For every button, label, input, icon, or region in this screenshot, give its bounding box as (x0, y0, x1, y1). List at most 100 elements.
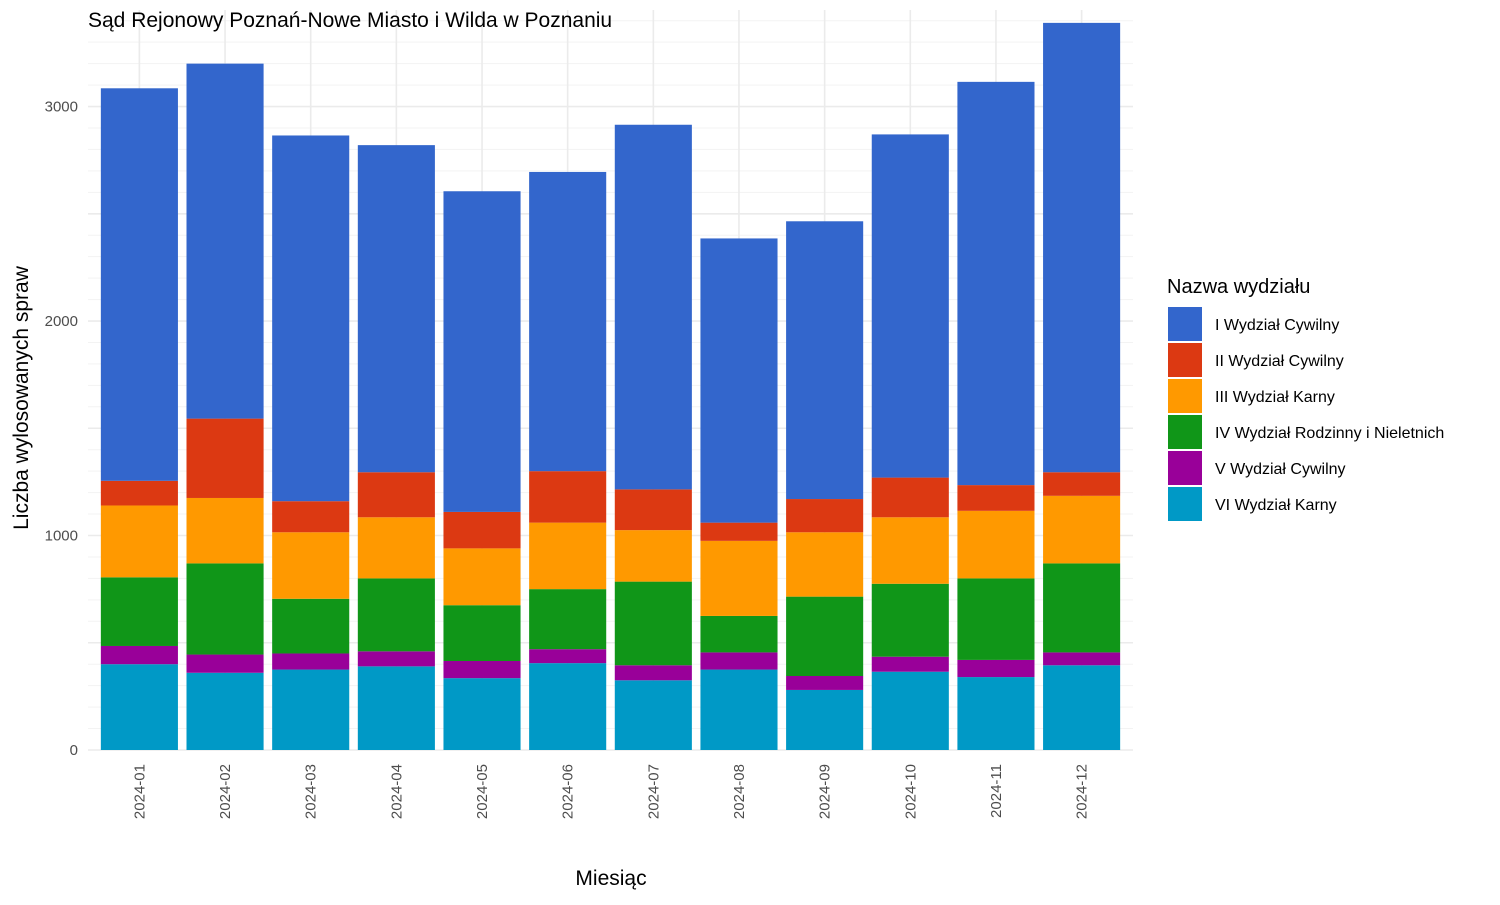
x-tick-label: 2024-08 (731, 764, 748, 819)
bar-segment (186, 563, 264, 655)
bar-segment (100, 664, 178, 750)
y-tick-labels: 0 1000 2000 3000 (45, 99, 78, 759)
bar-segment (100, 577, 178, 646)
bar-segment (357, 145, 435, 473)
bar-segment (957, 578, 1035, 660)
bar-segment (957, 485, 1035, 511)
x-tick-label: 2024-06 (560, 764, 577, 819)
bar-segment (700, 652, 778, 670)
bar-segment (529, 522, 607, 590)
bar-segment (614, 680, 692, 750)
bar-segment (786, 221, 864, 500)
bar-segment (272, 598, 350, 654)
bar-segment (871, 517, 949, 584)
y-tick-label: 3000 (45, 99, 78, 116)
bar-segment (1043, 563, 1121, 653)
bar-segment (272, 501, 350, 533)
bar-segment (700, 238, 778, 523)
bar-segment (614, 581, 692, 666)
legend-label: I Wydział Cywilny (1215, 317, 1339, 334)
x-tick-label: 2024-11 (988, 764, 1005, 818)
bar-segment (443, 605, 521, 661)
x-tick-label: 2024-07 (645, 764, 662, 819)
x-tick-label: 2024-04 (388, 764, 405, 819)
x-tick-labels: 2024-01 2024-02 2024-03 2024-04 2024-05 2024-… (131, 764, 1090, 819)
bar-segment (357, 472, 435, 518)
bar-segment (272, 532, 350, 599)
bar-segment (957, 81, 1035, 486)
bar-segment (357, 666, 435, 750)
bar-segment (100, 88, 178, 481)
x-tick-label: 2024-12 (1074, 764, 1091, 819)
legend-swatch (1168, 451, 1202, 485)
bar-segment (186, 654, 264, 673)
bar-segment (871, 656, 949, 672)
bar-segment (700, 615, 778, 653)
bar-segment (957, 677, 1035, 750)
x-axis-title: Miesiąc (575, 867, 646, 890)
bar-segment (357, 517, 435, 579)
bar-segment (529, 589, 607, 650)
bar-segment (186, 63, 264, 419)
legend-label: V Wydział Cywilny (1215, 461, 1346, 478)
bar-segment (614, 530, 692, 582)
bar-segment (443, 548, 521, 606)
bar-segment (443, 511, 521, 549)
legend-label: VI Wydział Karny (1215, 497, 1337, 514)
bar-segment (957, 659, 1035, 678)
bar-segment (529, 663, 607, 750)
bar-segment (1043, 22, 1121, 473)
bar-segment (700, 522, 778, 541)
bar-segment (186, 672, 264, 750)
x-tick-label: 2024-09 (817, 764, 834, 819)
bar-segment (100, 480, 178, 506)
bar-segment (186, 497, 264, 564)
bar-segment (614, 124, 692, 490)
bar-segment (443, 678, 521, 750)
bar-segment (1043, 495, 1121, 564)
legend-label: IV Wydział Rodzinny i Nieletnich (1215, 425, 1444, 442)
bar-segment (272, 653, 350, 670)
bar-segment (871, 583, 949, 657)
bar-segment (443, 191, 521, 512)
bar-segment (529, 649, 607, 664)
bar-segment (786, 676, 864, 690)
bar-segment (786, 596, 864, 676)
x-tick-label: 2024-03 (303, 764, 320, 819)
bar-segment (357, 651, 435, 667)
legend-label: III Wydział Karny (1215, 389, 1335, 406)
bar-segment (957, 510, 1035, 579)
bar-segment (443, 660, 521, 679)
chart-title: Sąd Rejonowy Poznań-Nowe Miasto i Wilda … (88, 9, 612, 32)
legend-swatch (1168, 307, 1202, 341)
legend-swatch (1168, 487, 1202, 521)
bar-segment (614, 665, 692, 681)
legend: Nazwa wydziału I Wydział Cywilny II Wydzi… (1167, 276, 1444, 521)
bar-segment (786, 499, 864, 533)
bar-segment (700, 540, 778, 616)
bar-segment (871, 671, 949, 750)
y-tick-label: 1000 (45, 528, 78, 545)
bar-segment (186, 418, 264, 498)
bars-layer (100, 22, 1121, 750)
bar-segment (700, 669, 778, 750)
bar-segment (786, 689, 864, 750)
bar-segment (529, 171, 607, 472)
legend-swatch (1168, 415, 1202, 449)
x-tick-label: 2024-10 (902, 764, 919, 819)
bar-segment (1043, 665, 1121, 750)
bar-segment (614, 489, 692, 531)
bar-segment (357, 578, 435, 652)
x-tick-label: 2024-01 (131, 764, 148, 819)
x-tick-label: 2024-02 (217, 764, 234, 819)
legend-swatch (1168, 379, 1202, 413)
y-tick-label: 2000 (45, 313, 78, 330)
bar-segment (786, 532, 864, 597)
bar-segment (272, 669, 350, 750)
legend-label: II Wydział Cywilny (1215, 353, 1344, 370)
bar-segment (871, 134, 949, 478)
legend-title: Nazwa wydziału (1167, 276, 1310, 298)
bar-segment (529, 471, 607, 523)
bar-segment (100, 645, 178, 665)
